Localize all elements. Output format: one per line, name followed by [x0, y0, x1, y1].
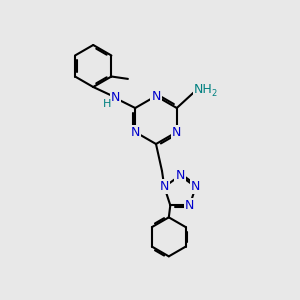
Text: H: H	[103, 99, 112, 109]
Text: N: N	[185, 199, 194, 212]
Text: 2: 2	[212, 88, 217, 98]
Text: NH: NH	[194, 82, 213, 96]
Text: N: N	[151, 89, 161, 103]
Text: N: N	[111, 91, 120, 104]
Text: N: N	[175, 169, 185, 182]
Text: N: N	[160, 180, 169, 194]
Text: N: N	[191, 180, 200, 194]
Text: N: N	[130, 125, 140, 139]
Text: N: N	[172, 125, 182, 139]
